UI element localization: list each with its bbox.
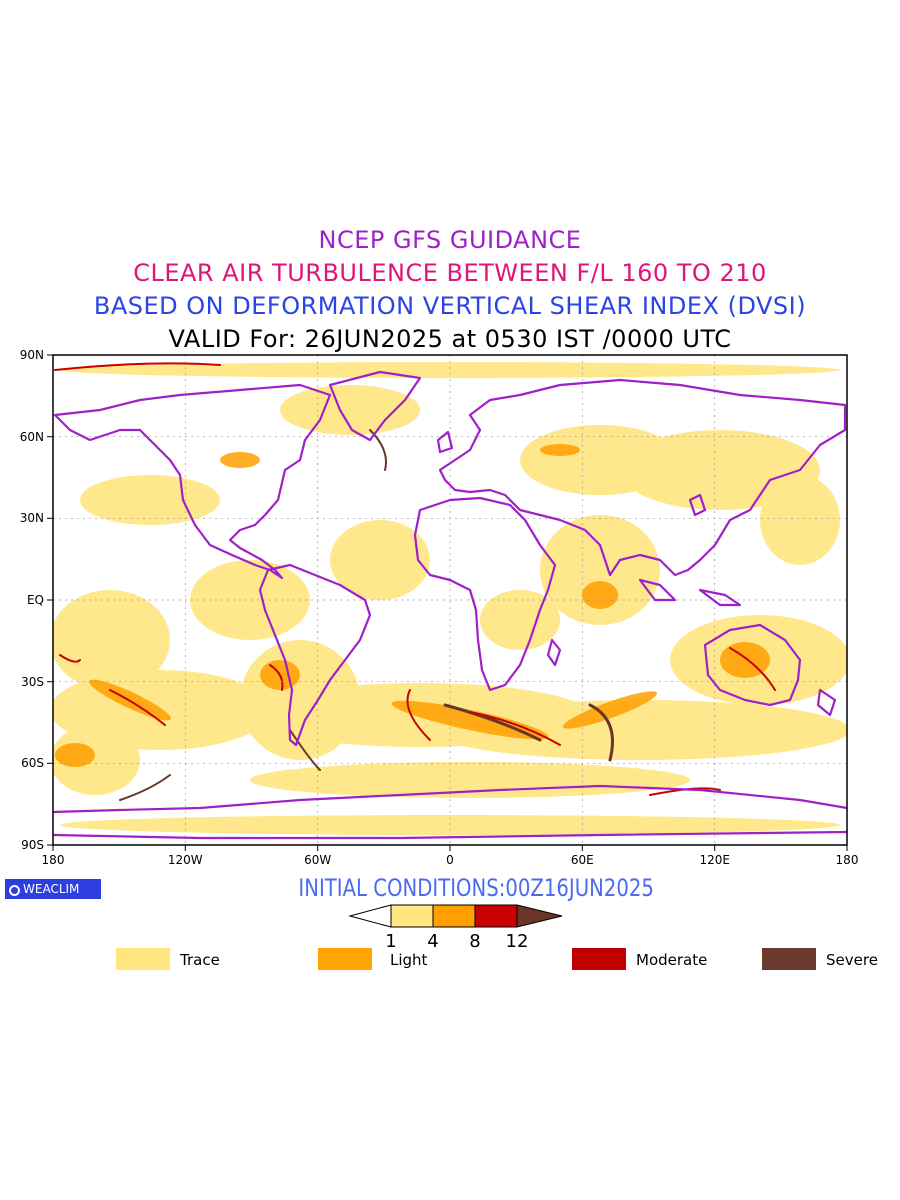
lon-label: 60E xyxy=(571,853,594,867)
lat-label: 90S xyxy=(21,838,44,852)
title-line-1: NCEP GFS GUIDANCE xyxy=(318,226,582,254)
colorbar-segment-moderate xyxy=(474,904,518,928)
colorbar-tick: 1 xyxy=(385,931,396,952)
legend-swatch-moderate xyxy=(572,948,626,970)
colorbar-tick: 4 xyxy=(427,931,438,952)
logo-ring-icon xyxy=(9,885,20,896)
colorbar-high-arrow xyxy=(516,904,563,928)
valid-time: VALID For: 26JUN2025 at 0530 IST /0000 U… xyxy=(168,325,732,353)
colorbar-segment-light xyxy=(432,904,476,928)
colorbar-segment-trace xyxy=(390,904,434,928)
title-line-2: CLEAR AIR TURBULENCE BETWEEN F/L 160 TO … xyxy=(133,259,767,287)
legend-label: Moderate xyxy=(636,951,708,969)
lat-label: 90N xyxy=(20,348,44,362)
lon-label: 120W xyxy=(168,853,203,867)
lon-label: 180 xyxy=(42,853,65,867)
lat-label: EQ xyxy=(27,593,44,607)
axis-ticks xyxy=(47,354,848,851)
lat-label: 60N xyxy=(20,430,44,444)
title-line-3: BASED ON DEFORMATION VERTICAL SHEAR INDE… xyxy=(93,292,807,320)
legend-label: Trace xyxy=(180,951,220,969)
turbulence-field xyxy=(53,355,847,845)
latitude-labels: 90N 60N 30N EQ 30S 60S 90S xyxy=(20,348,44,852)
lat-label: 60S xyxy=(21,756,44,770)
legend-swatch-severe xyxy=(762,948,816,970)
logo-text: WEACLIM xyxy=(23,882,80,896)
coastlines xyxy=(53,370,847,840)
colorbar-tick: 12 xyxy=(506,931,529,952)
legend-label: Light xyxy=(390,951,428,969)
lat-label: 30N xyxy=(20,511,44,525)
lon-label: 120E xyxy=(699,853,730,867)
colorbar-low-arrow xyxy=(348,904,392,928)
colorbar-tick: 8 xyxy=(469,931,480,952)
legend-swatch-trace xyxy=(116,948,170,970)
weaclim-logo: WEACLIM xyxy=(5,879,101,899)
colorbar: 1 4 8 12 xyxy=(348,904,563,952)
turbulence-map: 90N 60N 30N EQ 30S 60S 90S 180 120W 60W … xyxy=(20,348,859,952)
longitude-labels: 180 120W 60W 0 60E 120E 180 xyxy=(42,853,859,867)
legend-swatch-light xyxy=(318,948,372,970)
lat-label: 30S xyxy=(21,675,44,689)
lon-label: 60W xyxy=(304,853,331,867)
legend-label: Severe xyxy=(826,951,878,969)
lon-label: 0 xyxy=(446,853,454,867)
initial-conditions: INITIAL CONDITIONS:00Z16JUN2025 xyxy=(298,874,654,902)
lon-label: 180 xyxy=(836,853,859,867)
